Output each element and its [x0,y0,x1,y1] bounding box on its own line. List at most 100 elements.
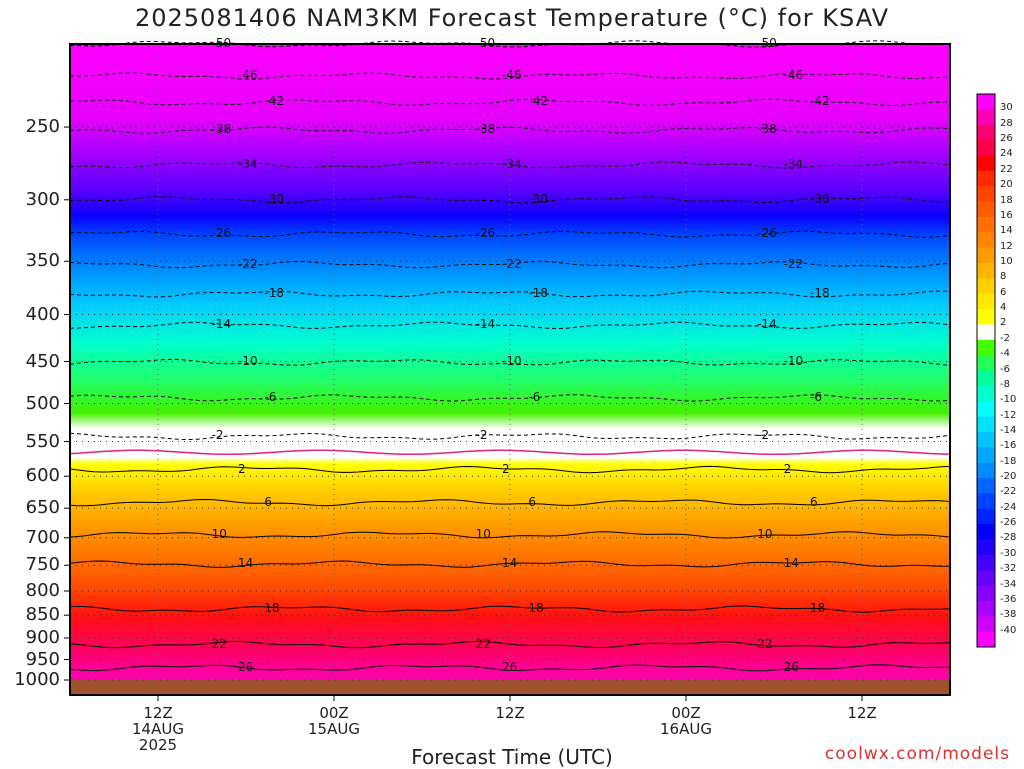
contour-label: 10 [211,526,227,541]
colorbar-label: 22 [1000,163,1013,175]
contour-label: -30 [810,191,830,206]
y-tick-label: 950 [25,648,60,670]
contour-label: 14 [502,556,518,571]
y-tick-label: 550 [25,430,60,452]
contour-label: -2 [211,428,224,443]
contour-line [69,605,951,613]
contour-label: -18 [528,286,548,301]
colorbar-label: -26 [1000,517,1017,529]
colorbar-swatch [977,109,995,126]
colorbar-swatch [977,616,995,633]
colorbar-swatch [977,140,995,156]
colorbar-swatch [977,339,995,356]
contour-label: -38 [757,122,777,137]
contour-label: -42 [810,94,830,109]
contour-label: -26 [757,226,777,241]
contour-label: 18 [528,601,544,616]
colorbar-swatch [977,431,995,448]
colorbar-swatch [977,539,995,556]
colorbar-swatch [977,370,995,387]
contour-label: 2 [238,461,246,476]
chart-title: 2025081406 NAM3KM Forecast Temperature (… [134,4,890,32]
colorbar-swatch [977,124,995,141]
ground-layer [70,680,950,695]
contour-line [69,358,951,366]
colorbar-label: -8 [1000,378,1010,390]
contour-line [69,640,951,649]
contour-label: -6 [528,389,541,404]
colorbar-swatch [977,462,995,479]
contour-line [69,531,951,539]
colorbar-swatch [977,355,995,371]
contour-label: -22 [783,256,804,271]
colorbar-label: -4 [1000,348,1010,360]
contour-line [70,126,951,134]
colorbar-swatch [977,570,995,587]
contour-line [69,161,951,169]
contour-line [69,196,951,204]
colorbar-swatch [977,631,995,648]
contour-lines [69,40,951,672]
contour-label: 6 [810,494,818,509]
colorbar-swatch [977,247,995,264]
x-tick-label: 12Z 14AUG 2025 [132,704,184,754]
x-tick-label: 00Z 16AUG [660,704,712,738]
contour-label: -30 [528,191,548,206]
colorbar-label: -38 [1000,609,1017,621]
colorbar-label: 12 [1000,240,1013,252]
y-tick-label: 450 [25,350,60,372]
colorbar-swatch [977,293,995,310]
colorbar-label: 14 [1000,225,1013,237]
colorbar-swatch [977,232,995,249]
x-tick-label: 00Z 15AUG [308,704,360,738]
contour-label: -10 [502,354,522,369]
contour-label: -34 [238,157,258,172]
y-tick-label: 600 [25,465,60,487]
colorbar-swatch [977,416,995,433]
contour-label: 22 [211,636,227,651]
contour-label: -38 [211,122,232,137]
contour-label: -26 [211,226,232,241]
colorbar-label: -14 [1000,424,1017,436]
contour-label: -2 [757,428,770,443]
contour-label: 18 [810,601,826,616]
contour-label: -50 [475,36,496,50]
contour-label: -22 [502,256,522,271]
colorbar-label: -36 [1000,593,1017,605]
colorbar-swatch [977,309,995,325]
colorbar-frame [976,93,996,648]
contour-label: 2 [783,461,792,476]
contour-label: -10 [238,354,258,369]
colorbar-label: -30 [1000,547,1017,559]
contour-label: 6 [528,494,537,509]
y-tick-label: 750 [25,554,60,576]
y-tick-label: 1000 [14,669,60,690]
contour-label: 10 [757,526,773,541]
credit-link[interactable]: coolwx.com/models [824,744,1010,764]
contour-label: 26 [783,659,799,674]
colorbar-label: -2 [1000,332,1010,344]
colorbar-label: 10 [1000,255,1013,267]
colorbar-label: 8 [1000,271,1007,283]
contour-label: -38 [475,122,496,137]
colorbar-label: 4 [1000,302,1007,314]
contour-label: -14 [211,317,232,332]
colorbar-label: -28 [1000,532,1017,544]
contour-label: -34 [783,157,804,172]
contour-label: 2 [502,461,510,476]
y-tick-label: 900 [25,626,60,648]
colorbar-label: 6 [1000,286,1007,298]
contour-label: -42 [528,94,548,109]
contour-label: 26 [502,659,518,674]
colorbar-swatch [977,385,995,402]
y-tick-label: 800 [25,579,60,601]
colorbar-label: -24 [1000,501,1017,513]
colorbar-swatch [977,324,995,341]
colorbar-swatch [977,554,995,571]
colorbar-swatch [977,600,995,617]
contour-label: -50 [211,36,232,50]
plot-frame [69,43,951,696]
colorbar-label: 16 [1000,209,1013,221]
contour-label: -14 [475,317,496,332]
contour-label: 22 [475,636,491,651]
